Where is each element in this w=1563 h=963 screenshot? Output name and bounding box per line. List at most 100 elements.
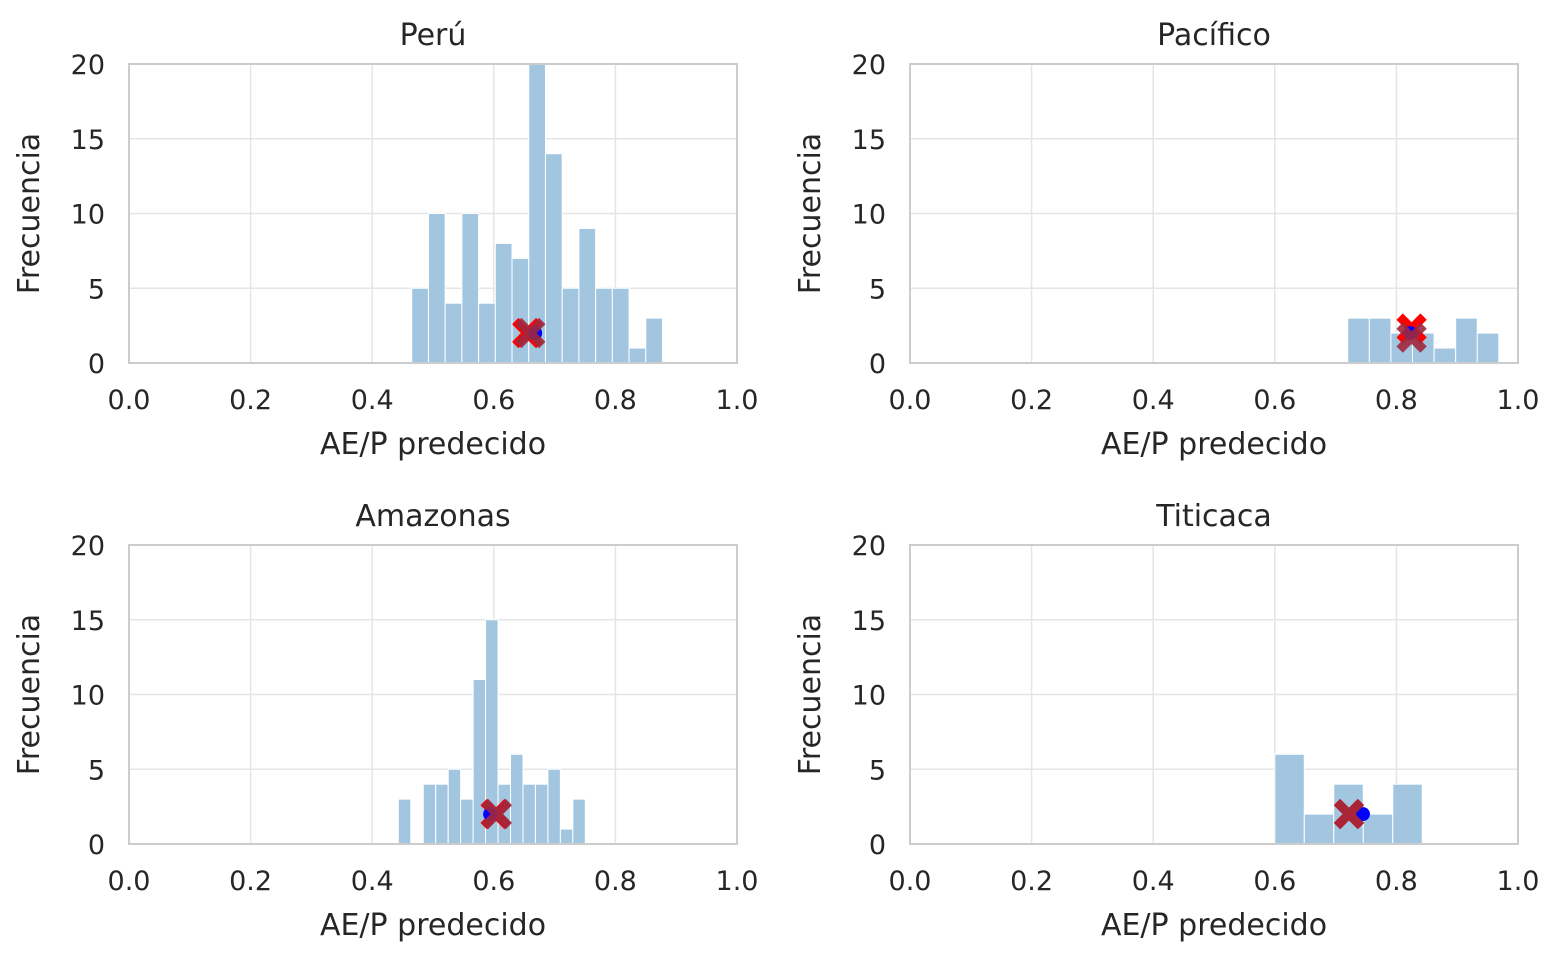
histogram-bar — [1362, 813, 1394, 845]
x-marker — [481, 798, 513, 830]
histogram-bar — [1476, 332, 1500, 364]
subplot-title: Titicaca — [1155, 499, 1272, 534]
histogram-bar — [510, 753, 524, 845]
y-tick-label: 20 — [852, 531, 886, 562]
y-tick-label: 20 — [852, 50, 886, 81]
histogram-bar — [559, 828, 574, 845]
histogram-bar — [447, 768, 462, 845]
histogram-bar — [461, 213, 480, 364]
histogram-bar — [435, 783, 449, 845]
histogram-bar — [422, 783, 437, 845]
plot-frame — [909, 544, 1519, 845]
y-tick-label: 10 — [71, 681, 105, 712]
histogram-bar — [528, 63, 546, 364]
histogram-bar — [1455, 317, 1478, 364]
histogram-bar — [611, 287, 630, 364]
x-tick-label: 0.0 — [108, 385, 151, 416]
x-tick-label: 0.8 — [594, 385, 637, 416]
y-tick-label: 0 — [88, 830, 105, 861]
histogram-bar — [595, 287, 613, 364]
x-tick-label: 1.0 — [1497, 866, 1540, 897]
histogram-bar — [460, 798, 474, 845]
histogram-bar — [478, 302, 496, 364]
x-tick-label: 0.2 — [1010, 866, 1053, 897]
x-marker — [1333, 798, 1365, 830]
x-tick-label: 0.2 — [229, 866, 272, 897]
histogram-bar — [427, 213, 446, 364]
histogram-bar — [1368, 317, 1392, 364]
x-marker — [515, 317, 546, 349]
x-tick-label: 0.6 — [1253, 866, 1296, 897]
histogram-bar — [1274, 753, 1305, 845]
y-tick-label: 10 — [852, 681, 886, 712]
y-tick-label: 10 — [71, 200, 105, 231]
x-tick-label: 0.6 — [1253, 385, 1296, 416]
y-axis-label: Frecuencia — [793, 614, 828, 775]
x-tick-label: 0.0 — [108, 866, 151, 897]
x-tick-label: 0.6 — [472, 385, 515, 416]
histogram-bar — [472, 679, 487, 845]
x-axis-label: AE/P predecido — [320, 427, 546, 462]
y-tick-label: 5 — [88, 274, 105, 305]
histogram-bar — [411, 287, 429, 364]
x-tick-label: 0.8 — [594, 866, 637, 897]
x-tick-label: 1.0 — [716, 866, 759, 897]
y-tick-label: 20 — [71, 50, 105, 81]
x-tick-label: 0.4 — [351, 385, 394, 416]
plot-frame — [128, 63, 738, 364]
x-tick-label: 1.0 — [716, 385, 759, 416]
x-tick-label: 0.2 — [1010, 385, 1053, 416]
y-tick-label: 5 — [869, 274, 886, 305]
x-tick-label: 1.0 — [1497, 385, 1540, 416]
y-tick-label: 10 — [852, 200, 886, 231]
histogram-bar — [444, 302, 463, 364]
histogram-bar — [511, 257, 530, 364]
y-tick-label: 15 — [852, 125, 886, 156]
y-tick-label: 0 — [869, 830, 886, 861]
histogram-bar — [397, 798, 412, 845]
subplot-2: 0.0 0.2 0.4 0.6 0.8 1.0 0 5 10 15 20 Pacífico AE/P p… — [793, 18, 1539, 462]
mean-marker — [1355, 807, 1370, 822]
y-tick-label: 15 — [852, 606, 886, 637]
histogram-bar — [522, 783, 536, 845]
y-tick-label: 0 — [88, 349, 105, 380]
x-tick-label: 0.4 — [1132, 866, 1175, 897]
x-tick-label: 0.6 — [472, 866, 515, 897]
histogram-bar — [1303, 813, 1335, 845]
histogram-bar — [494, 242, 513, 364]
histogram-bar — [1392, 783, 1423, 845]
y-tick-label: 0 — [869, 349, 886, 380]
x-tick-label: 0.8 — [1375, 866, 1418, 897]
subplot-title: Perú — [400, 18, 467, 53]
y-tick-label: 5 — [869, 755, 886, 786]
y-tick-label: 15 — [71, 125, 105, 156]
histogram-bar — [1347, 317, 1370, 364]
x-tick-label: 0.0 — [889, 385, 932, 416]
histogram-bar — [1433, 347, 1457, 364]
x-axis-label: AE/P predecido — [1101, 427, 1327, 462]
y-axis-label: Frecuencia — [12, 133, 47, 294]
y-axis-label: Frecuencia — [793, 133, 828, 294]
subplot-title: Pacífico — [1157, 18, 1271, 53]
subplot-title: Amazonas — [355, 499, 510, 534]
histogram-bar — [544, 153, 563, 364]
x-tick-label: 0.2 — [229, 385, 272, 416]
histogram-bar — [572, 798, 586, 845]
x-tick-label: 0.4 — [351, 866, 394, 897]
x-axis-label: AE/P predecido — [1101, 908, 1327, 943]
histogram-bar — [561, 287, 580, 364]
x-marker — [1396, 322, 1427, 353]
histogram-bar — [578, 227, 597, 364]
plot-frame — [128, 544, 738, 845]
y-tick-label: 20 — [71, 531, 105, 562]
y-axis-label: Frecuencia — [12, 614, 47, 775]
histogram-bar — [645, 317, 664, 364]
x-tick-label: 0.4 — [1132, 385, 1175, 416]
subplot-1: 0.0 0.2 0.4 0.6 0.8 1.0 0 5 10 15 20 Perú AE/P prede… — [12, 18, 758, 462]
x-axis-label: AE/P predecido — [320, 908, 546, 943]
y-tick-label: 5 — [88, 755, 105, 786]
x-tick-label: 0.0 — [889, 866, 932, 897]
subplot-4: 0.0 0.2 0.4 0.6 0.8 1.0 0 5 10 15 20 Titicaca AE/P p… — [793, 499, 1539, 943]
histogram-bar — [628, 347, 647, 364]
